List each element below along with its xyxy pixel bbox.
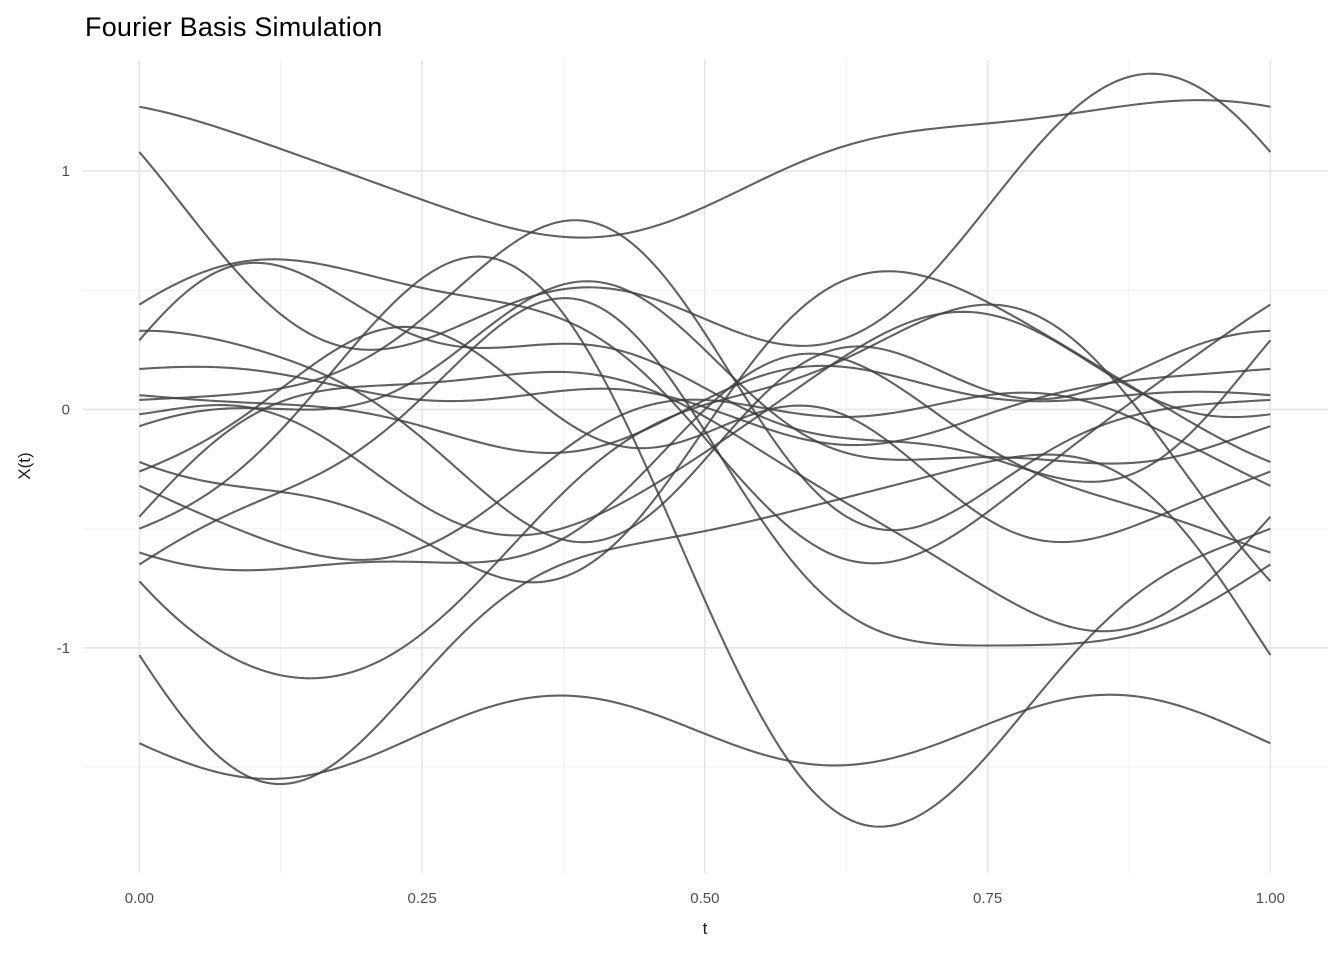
y-axis-title: X(t) <box>15 452 34 479</box>
sim-curve-curve-20 <box>138 693 1271 780</box>
simulation-curves <box>138 72 1272 828</box>
sim-curve-curve-12 <box>138 325 1271 544</box>
x-tick-label: 0.50 <box>690 890 719 907</box>
y-tick-label: 1 <box>62 163 70 180</box>
sim-curve-curve-03 <box>138 258 1271 565</box>
sim-curve-curve-13 <box>138 391 1271 561</box>
x-tick-label: 1.00 <box>1256 890 1285 907</box>
grid-major <box>83 60 1328 873</box>
sim-curve-curve-06 <box>139 365 1271 447</box>
sim-curve-curve-17 <box>138 297 1271 647</box>
tick-labels: 0.00 0.25 0.50 0.75 1.00 1 0 -1 <box>57 163 1285 907</box>
x-axis-title: t <box>703 919 708 938</box>
sim-curve-curve-10 <box>139 280 1271 465</box>
x-tick-label: 0.00 <box>125 890 154 907</box>
y-tick-label: -1 <box>57 640 70 657</box>
x-tick-label: 0.75 <box>973 890 1002 907</box>
sim-curve-curve-11 <box>138 270 1271 584</box>
plot-title: Fourier Basis Simulation <box>85 12 383 42</box>
x-tick-label: 0.25 <box>407 890 436 907</box>
sim-curve-curve-19 <box>138 453 1272 786</box>
sim-curve-curve-14 <box>138 370 1272 633</box>
sim-curve-curve-15 <box>138 255 1271 828</box>
sim-curve-curve-18 <box>138 303 1272 680</box>
y-tick-label: 0 <box>62 402 70 419</box>
sim-curve-curve-02 <box>138 72 1272 351</box>
sim-curve-curve-05 <box>138 261 1272 483</box>
sim-curve-curve-16 <box>139 352 1271 572</box>
sim-curve-curve-01 <box>139 99 1271 239</box>
